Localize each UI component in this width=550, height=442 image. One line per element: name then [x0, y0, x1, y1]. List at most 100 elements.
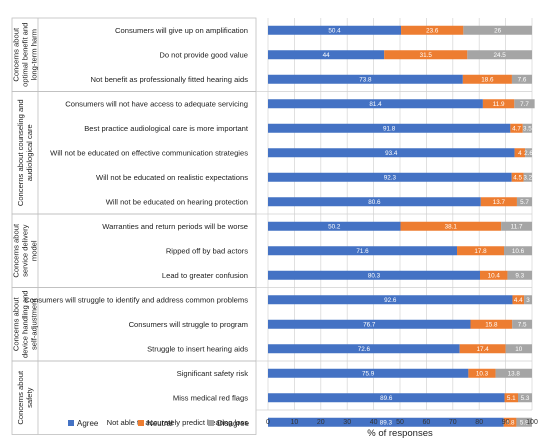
- bar-segment-neutral: [459, 344, 506, 354]
- data-label: 26: [494, 28, 502, 35]
- bar-segment-neutral: [511, 172, 524, 182]
- group-label-line: Concerns about: [12, 223, 21, 278]
- data-label: 92.3: [384, 175, 397, 182]
- bar-segment-disagree: [495, 368, 532, 378]
- data-label: 10: [515, 346, 523, 353]
- bar-segment-agree: [268, 246, 458, 256]
- data-label: 17.4: [476, 346, 489, 353]
- bar-segment-disagree: [467, 50, 532, 60]
- bar-segment-disagree: [512, 319, 532, 329]
- x-tick-label: 0: [266, 419, 270, 426]
- group-label: Concerns aboutsafety: [16, 370, 34, 425]
- item-label: Best practice audiological care is more …: [84, 124, 249, 133]
- data-label: 92.6: [384, 297, 397, 304]
- bar-segment-neutral: [468, 368, 496, 378]
- bar-segment-neutral: [503, 417, 517, 427]
- data-label: 3: [526, 297, 530, 304]
- data-label: 80.3: [368, 273, 381, 280]
- data-label: 7.6: [518, 77, 527, 84]
- bar-segment-agree: [268, 270, 480, 280]
- item-label: Will not be educated on realistic expect…: [96, 173, 248, 182]
- data-label: 93.4: [385, 150, 398, 157]
- bar-segment-neutral: [479, 270, 508, 280]
- bar-segment-agree: [268, 99, 483, 109]
- group-label: Concerns about counseling andaudiologica…: [16, 99, 34, 206]
- group-box: [11, 360, 257, 435]
- data-label: 4.8: [506, 420, 515, 427]
- group-label-line: Concerns about: [12, 297, 21, 352]
- x-axis-title: % of responses: [367, 428, 433, 439]
- data-label: 9.3: [515, 273, 524, 280]
- x-tick-label: 90: [502, 419, 510, 426]
- bar-segment-disagree: [505, 344, 532, 354]
- x-tick-label: 30: [343, 419, 351, 426]
- data-label: 80.6: [368, 199, 381, 206]
- bar-segment-neutral: [480, 197, 517, 207]
- bar-segment-agree: [268, 295, 513, 305]
- data-label: 89.3: [380, 420, 393, 427]
- group-label-line: service delivery: [21, 224, 30, 277]
- group-label-line: audiological care: [25, 124, 34, 181]
- bar-segment-neutral: [482, 99, 515, 109]
- x-tick-label: 80: [475, 419, 483, 426]
- data-label: 4: [518, 150, 522, 157]
- group-label-line: safety: [25, 387, 34, 407]
- bar-segment-disagree: [504, 246, 532, 256]
- legend-label: Disagree: [217, 419, 250, 428]
- item-label: Consumers will struggle to program: [129, 320, 248, 329]
- group-label: Concerns aboutdevice handling andself-ad…: [12, 290, 39, 358]
- data-label: 38.1: [445, 224, 458, 231]
- data-label: 44: [323, 52, 331, 59]
- data-label: 31.5: [420, 52, 433, 59]
- item-label: Miss medical red flags: [173, 394, 248, 403]
- bars: 50.4 23.6 26 44 31.5 24.5 73.8 18.6 7.6 81.4 11.9 7…: [268, 25, 535, 427]
- data-label: 7.7: [520, 101, 529, 108]
- item-label: Lead to greater confusion: [162, 271, 248, 280]
- bar-segment-disagree: [516, 417, 532, 427]
- data-label: 15.8: [485, 322, 498, 329]
- bar-segment-neutral: [512, 295, 525, 305]
- x-tick-label: 100: [526, 419, 538, 426]
- data-label: 50.2: [328, 224, 341, 231]
- bar-segment-disagree: [463, 25, 532, 35]
- data-label: 10.4: [488, 273, 501, 280]
- item-label: Consumers will give up on amplification: [115, 26, 248, 35]
- bar-segment-agree: [268, 25, 402, 35]
- bar-segment-agree: [268, 221, 401, 231]
- bar-segment-disagree: [511, 74, 532, 84]
- data-label: 75.9: [362, 371, 375, 378]
- item-label: Not able to accurately predict hearing l…: [107, 418, 249, 427]
- bar-segment-agree: [268, 148, 515, 158]
- group-label-line: model: [29, 240, 38, 261]
- data-label: 76.7: [363, 322, 376, 329]
- group-label-line: Concerns about: [16, 370, 25, 425]
- bar-segment-disagree: [522, 123, 532, 133]
- item-label: Consumers will struggle to identify and …: [24, 296, 248, 305]
- data-label: 24.5: [494, 52, 507, 59]
- data-label: 7.5: [518, 322, 527, 329]
- bar-segment-agree: [268, 172, 512, 182]
- bar-segment-disagree: [523, 172, 532, 182]
- bar-segment-disagree: [514, 99, 535, 109]
- data-label: 10.6: [512, 248, 525, 255]
- bar-segment-neutral: [514, 148, 526, 158]
- bar-segment-neutral: [457, 246, 505, 256]
- data-label: 18.6: [481, 77, 494, 84]
- data-label: 5.9: [520, 420, 529, 427]
- data-label: 13.8: [508, 371, 521, 378]
- data-label: 89.6: [380, 395, 393, 402]
- x-axis: % of responses 0 10 20 30 40 50 60 70 80 90 100: [266, 419, 538, 439]
- group-label-line: self-adjustment: [29, 298, 38, 350]
- bar-segment-agree: [268, 368, 469, 378]
- data-label: 23.6: [426, 28, 439, 35]
- bar-segment-neutral: [384, 50, 468, 60]
- data-label: 72.6: [358, 346, 371, 353]
- item-labels: Consumers will give up on amplification D…: [24, 26, 249, 427]
- data-label: 4.4: [514, 297, 523, 304]
- group-label-line: Concerns about counseling and: [16, 99, 25, 206]
- x-tick-label: 10: [291, 419, 299, 426]
- bar-segment-agree: [268, 393, 505, 403]
- bar-segment-neutral: [400, 221, 502, 231]
- data-label: 5.1: [507, 395, 516, 402]
